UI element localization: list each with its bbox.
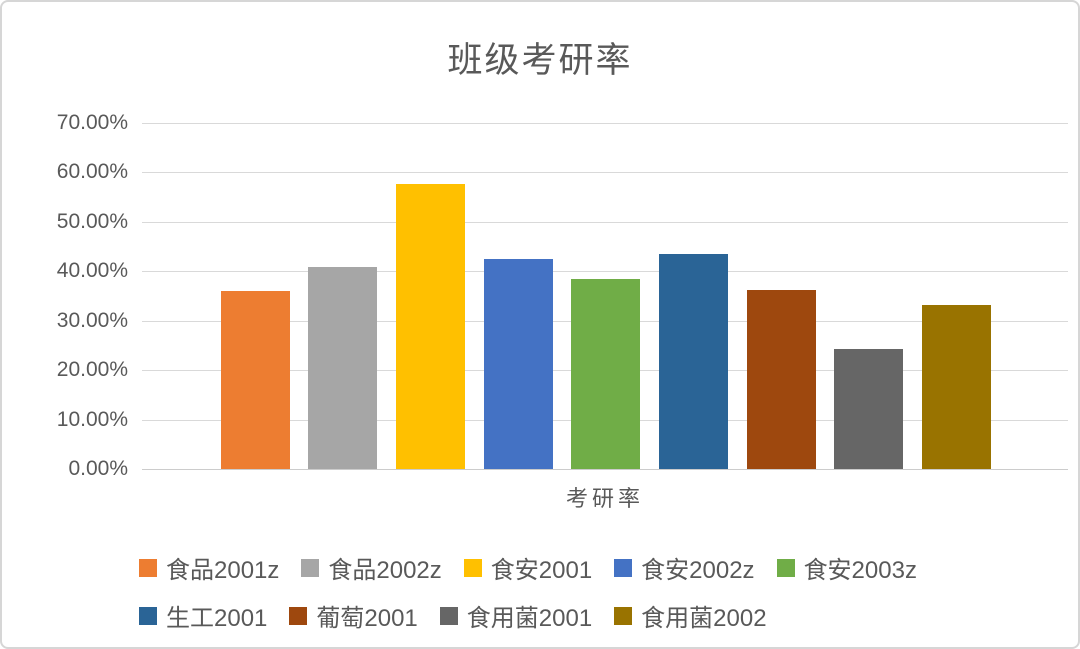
legend-item-食安2002z: 食安2002z	[614, 550, 755, 585]
legend-item-葡萄2001: 葡萄2001	[289, 598, 418, 633]
plot-area	[142, 123, 1068, 470]
bar-食安2003z	[571, 278, 641, 469]
y-tick-label: 0.00%	[68, 457, 128, 480]
y-tick-label: 40.00%	[56, 259, 128, 283]
legend-swatch-icon	[776, 558, 795, 577]
legend-item-食安2001: 食安2001	[463, 550, 593, 585]
legend-swatch-icon	[463, 558, 482, 577]
y-tick-label: 10.00%	[56, 407, 128, 431]
gridline	[142, 221, 1068, 223]
legend-label: 食品2002z	[328, 557, 442, 584]
legend-label: 食品2001z	[166, 557, 280, 584]
gridline	[142, 123, 1068, 124]
bar-食用菌2002	[922, 304, 992, 469]
y-tick-label: 50.00%	[56, 209, 128, 233]
legend-swatch-icon	[614, 558, 633, 577]
bar-食用菌2001	[834, 349, 904, 469]
legend-item-食品2001z: 食品2001z	[139, 550, 279, 585]
legend-item-食安2003z: 食安2003z	[776, 550, 917, 585]
y-tick-label: 60.00%	[56, 160, 128, 184]
legend-swatch-icon	[301, 558, 320, 577]
bar-食品2002z	[308, 266, 378, 469]
legend: 食品2001z 食品2002z 食安2001 食安2002z 食安2003z 生工2001…	[139, 550, 1039, 646]
legend-swatch-icon	[139, 558, 157, 577]
legend-label: 食用菌2001	[466, 605, 593, 632]
legend-swatch-icon	[439, 606, 458, 625]
bar-生工2001	[659, 254, 728, 469]
legend-label: 葡萄2001	[316, 605, 418, 632]
y-tick-label: 70.00%	[56, 111, 128, 134]
bar-食品2001z	[220, 291, 290, 469]
legend-row: 食品2001z 食品2002z 食安2001 食安2002z 食安2003z	[139, 550, 1039, 585]
x-axis-line	[142, 469, 1068, 470]
y-tick-label: 30.00%	[56, 308, 128, 332]
legend-swatch-icon	[614, 606, 633, 625]
legend-item-食用菌2001: 食用菌2001	[439, 598, 593, 633]
legend-swatch-icon	[289, 606, 308, 625]
bar-食安2002z	[483, 259, 553, 469]
legend-swatch-icon	[139, 606, 157, 625]
legend-item-食品2002z: 食品2002z	[301, 550, 442, 585]
legend-label: 食安2003z	[803, 557, 917, 584]
legend-label: 生工2001	[166, 605, 268, 632]
gridline	[142, 172, 1068, 174]
bar-食安2001	[395, 183, 465, 469]
chart-title: 班级考研率	[447, 41, 633, 80]
y-tick-label: 20.00%	[56, 358, 128, 382]
x-axis-title: 考研率	[565, 486, 644, 511]
legend-label: 食用菌2002	[641, 605, 767, 632]
legend-row: 生工2001 葡萄2001 食用菌2001 食用菌2002	[139, 598, 1039, 633]
gridline	[142, 271, 1068, 273]
legend-label: 食安2001	[490, 557, 593, 584]
bar-葡萄2001	[746, 290, 816, 469]
legend-item-食用菌2002: 食用菌2002	[614, 598, 767, 633]
legend-label: 食安2002z	[641, 557, 755, 584]
legend-item-生工2001: 生工2001	[139, 598, 267, 633]
